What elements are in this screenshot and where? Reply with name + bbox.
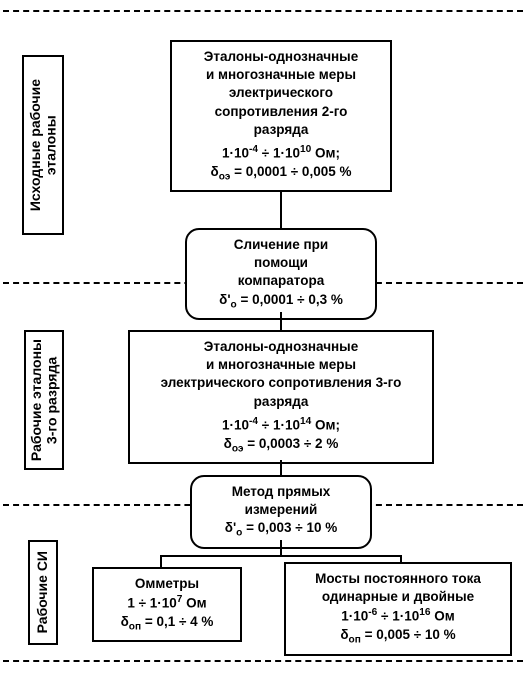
node4-line2: измерений (200, 501, 362, 519)
node1-line3: электрического (180, 84, 382, 102)
node3-range: 1·10-4 ÷ 1·1014 Ом; (138, 415, 424, 435)
node-etalon-2nd: Эталоны-однозначные и многозначные меры … (170, 40, 392, 192)
node1-line2: и многозначные меры (180, 66, 382, 84)
diagram-canvas: Исходные рабочиеэталоны Рабочие эталоны3… (0, 0, 526, 689)
node1-delta: δоэ = 0,0001 ÷ 0,005 % (180, 163, 382, 184)
node4-line1: Метод прямых (200, 483, 362, 501)
node3-line4: разряда (138, 393, 424, 411)
node2-line1: Сличение при (195, 236, 367, 254)
connector-3-4 (280, 460, 282, 475)
connector-split-h (160, 555, 402, 557)
node6-range: 1·10-6 ÷ 1·1016 Ом (294, 606, 502, 626)
node4-delta: δ'о = 0,003 ÷ 10 % (200, 519, 362, 540)
section-label-3-text: Рабочие СИ (35, 551, 50, 633)
section-label-1-text: Исходные рабочиеэталоны (28, 79, 59, 211)
divider-1 (3, 10, 523, 12)
node5-title: Омметры (102, 575, 232, 593)
node1-line4: сопротивления 2-го (180, 103, 382, 121)
node6-line1: Мосты постоянного тока (294, 570, 502, 588)
node1-line1: Эталоны-однозначные (180, 48, 382, 66)
section-label-3: Рабочие СИ (28, 540, 58, 645)
node3-line2: и многозначные меры (138, 356, 424, 374)
node-direct-method: Метод прямых измерений δ'о = 0,003 ÷ 10 … (190, 475, 372, 549)
connector-1-2 (280, 190, 282, 228)
node5-range: 1 ÷ 1·107 Ом (102, 593, 232, 613)
node-ohmmeters: Омметры 1 ÷ 1·107 Ом δоп = 0,1 ÷ 4 % (92, 567, 242, 642)
node2-line3: компаратора (195, 272, 367, 290)
node3-line1: Эталоны-однозначные (138, 338, 424, 356)
node6-delta: δоп = 0,005 ÷ 10 % (294, 626, 502, 647)
node6-line2: одинарные и двойные (294, 588, 502, 606)
section-label-2: Рабочие эталоны3-го разряда (24, 330, 64, 470)
node3-line3: электрического сопротивления 3-го (138, 374, 424, 392)
node-etalon-3rd: Эталоны-однозначные и многозначные меры … (128, 330, 434, 464)
node-comparator: Сличение при помощи компаратора δ'о = 0,… (185, 228, 377, 320)
section-label-1: Исходные рабочиеэталоны (22, 55, 64, 235)
connector-2-3 (280, 312, 282, 330)
node2-delta: δ'о = 0,0001 ÷ 0,3 % (195, 291, 367, 312)
node2-line2: помощи (195, 254, 367, 272)
node1-line5: разряда (180, 121, 382, 139)
divider-4 (3, 660, 523, 662)
node3-delta: δоэ = 0,0003 ÷ 2 % (138, 435, 424, 456)
node5-delta: δоп = 0,1 ÷ 4 % (102, 613, 232, 634)
node1-range: 1·10-4 ÷ 1·1010 Ом; (180, 143, 382, 163)
section-label-2-text: Рабочие эталоны3-го разряда (29, 339, 60, 461)
node-bridges: Мосты постоянного тока одинарные и двойн… (284, 562, 512, 656)
